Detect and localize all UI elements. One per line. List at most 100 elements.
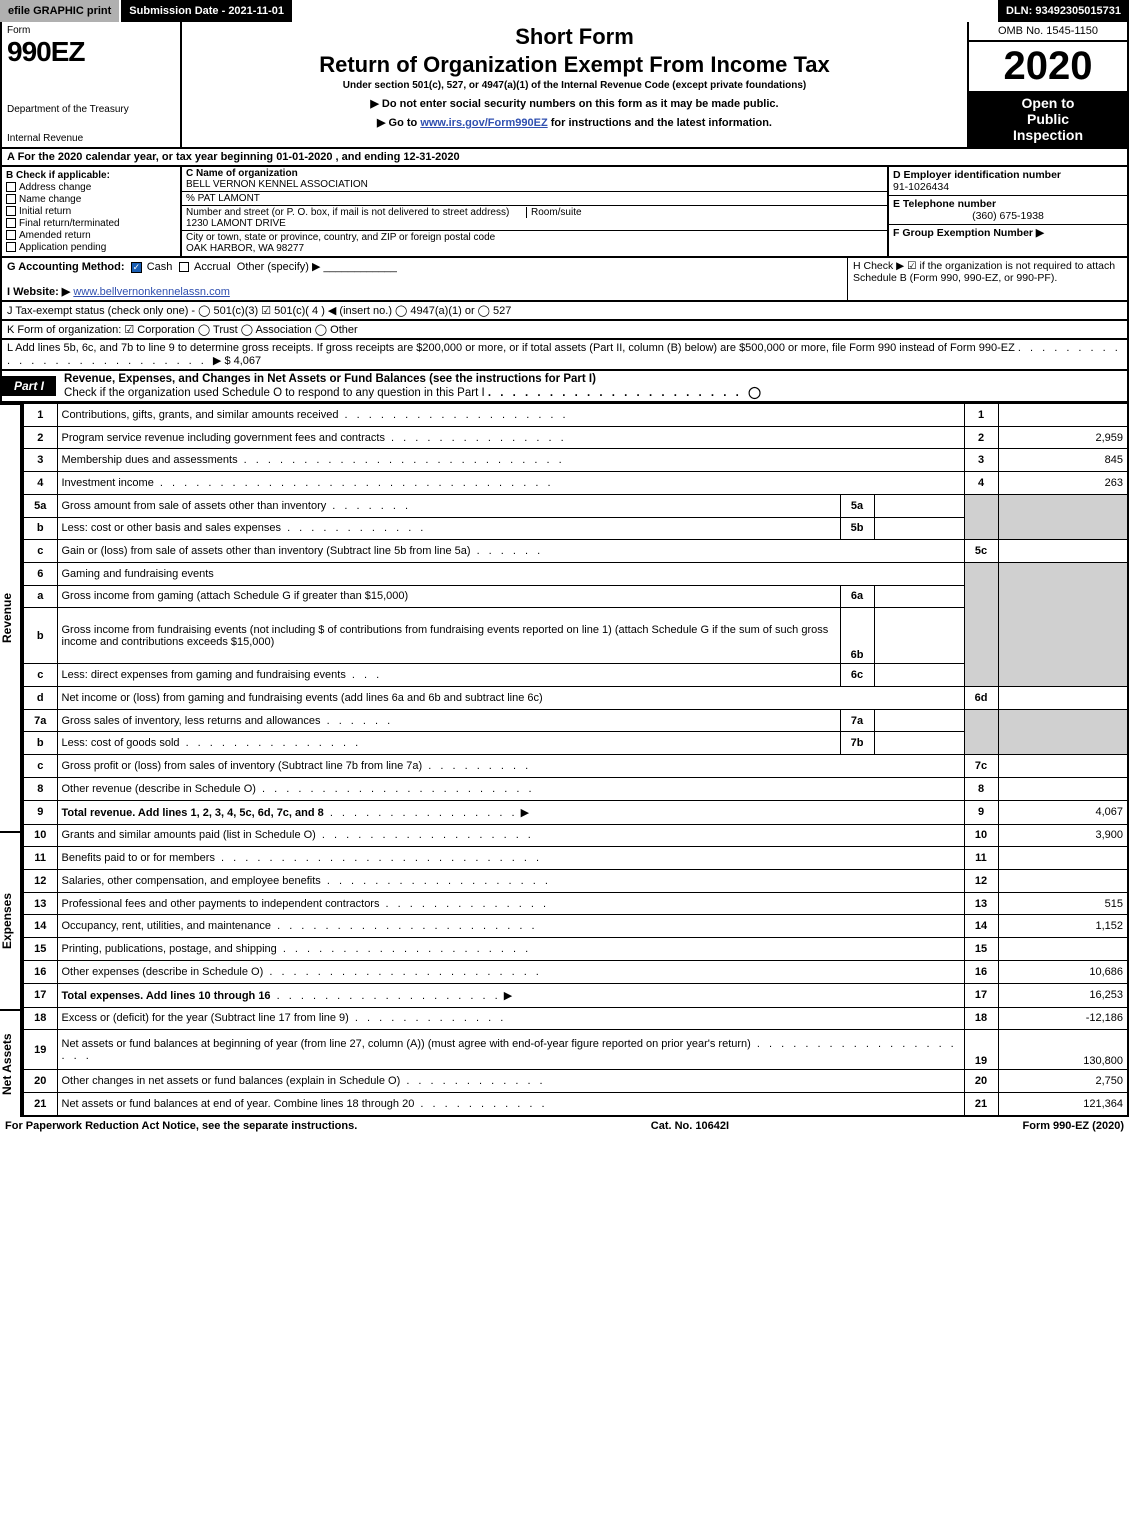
dots: . . . . . . . . . . . . . . . . . . . . … — [488, 387, 748, 399]
open-line2: Public — [971, 111, 1125, 127]
line-text: Net assets or fund balances at end of ye… — [62, 1098, 415, 1110]
mid-ref: 7b — [840, 732, 874, 755]
note2-post: for instructions and the latest informat… — [548, 117, 772, 129]
line-num: 10 — [23, 824, 57, 847]
col-b-title: B Check if applicable: — [6, 170, 176, 181]
line-text: Gross sales of inventory, less returns a… — [62, 715, 321, 727]
mid-ref: 7a — [840, 709, 874, 732]
line-text: Benefits paid to or for members — [62, 852, 215, 864]
row-k-form-org: K Form of organization: ☑ Corporation ◯ … — [0, 321, 1129, 340]
line-text: Less: direct expenses from gaming and fu… — [62, 669, 346, 681]
line-ref: 2 — [964, 426, 998, 449]
note2-pre: ▶ Go to — [377, 117, 420, 129]
line-num: b — [23, 732, 57, 755]
open-line1: Open to — [971, 95, 1125, 111]
line-6b: b Gross income from fundraising events (… — [23, 608, 1128, 664]
part1-check-val[interactable]: ◯ — [748, 387, 761, 399]
line-num: 14 — [23, 915, 57, 938]
efile-label[interactable]: efile GRAPHIC print — [0, 0, 121, 22]
line-num: b — [23, 608, 57, 664]
website-link[interactable]: www.bellvernonkennelassn.com — [73, 286, 230, 298]
topbar-spacer — [294, 0, 998, 22]
line-text: Gaming and fundraising events — [57, 562, 964, 585]
line-1: 1 Contributions, gifts, grants, and simi… — [23, 404, 1128, 427]
g-accrual: Accrual — [194, 261, 231, 273]
part1-title-text: Revenue, Expenses, and Changes in Net As… — [64, 373, 596, 385]
chk-final-return[interactable]: Final return/terminated — [6, 218, 176, 229]
line-num: 11 — [23, 847, 57, 870]
line-amount: 10,686 — [998, 960, 1128, 983]
line-14: 14 Occupancy, rent, utilities, and maint… — [23, 915, 1128, 938]
line-text: Total revenue. Add lines 1, 2, 3, 4, 5c,… — [62, 807, 324, 819]
line-17: 17 Total expenses. Add lines 10 through … — [23, 983, 1128, 1007]
checkbox-icon[interactable] — [179, 262, 189, 272]
tel-value: (360) 675-1938 — [893, 210, 1123, 222]
line-4: 4 Investment income . . . . . . . . . . … — [23, 472, 1128, 495]
line-amount: 2,959 — [998, 426, 1128, 449]
topbar: efile GRAPHIC print Submission Date - 20… — [0, 0, 1129, 22]
ein-label: D Employer identification number — [893, 169, 1061, 181]
chk-initial-return[interactable]: Initial return — [6, 206, 176, 217]
row-a-tax-year: A For the 2020 calendar year, or tax yea… — [0, 149, 1129, 167]
line-amount: 845 — [998, 449, 1128, 472]
line-5c: c Gain or (loss) from sale of assets oth… — [23, 540, 1128, 563]
line-ref: 4 — [964, 472, 998, 495]
checkbox-icon — [6, 182, 16, 192]
line-amount: 1,152 — [998, 915, 1128, 938]
line-amount: 130,800 — [998, 1030, 1128, 1070]
irs-link[interactable]: www.irs.gov/Form990EZ — [420, 117, 547, 129]
ein-value: 91-1026434 — [893, 181, 949, 193]
line-amount: 4,067 — [998, 800, 1128, 824]
line-6: 6 Gaming and fundraising events — [23, 562, 1128, 585]
line-10: 10 Grants and similar amounts paid (list… — [23, 824, 1128, 847]
mid-amount — [874, 517, 964, 540]
header-left: Form 990EZ Department of the Treasury In… — [2, 22, 182, 147]
line-9: 9 Total revenue. Add lines 1, 2, 3, 4, 5… — [23, 800, 1128, 824]
header-right: OMB No. 1545-1150 2020 Open to Public In… — [967, 22, 1127, 147]
city-state-zip: OAK HARBOR, WA 98277 — [186, 243, 304, 254]
omb-number: OMB No. 1545-1150 — [969, 22, 1127, 42]
line-ref: 10 — [964, 824, 998, 847]
city-label: City or town, state or province, country… — [186, 232, 495, 243]
g-label: G Accounting Method: — [7, 261, 125, 273]
line-num: 6 — [23, 562, 57, 585]
line-num: 4 — [23, 472, 57, 495]
checkbox-checked-icon[interactable] — [131, 262, 142, 273]
line-num: 12 — [23, 869, 57, 892]
part1-tab: Part I — [2, 376, 56, 396]
line-text: Program service revenue including govern… — [62, 432, 385, 444]
chk-name-change[interactable]: Name change — [6, 194, 176, 205]
open-line3: Inspection — [971, 127, 1125, 143]
grey-cell — [964, 709, 998, 754]
chk-label: Application pending — [19, 242, 106, 253]
grey-cell — [998, 494, 1128, 539]
chk-application-pending[interactable]: Application pending — [6, 242, 176, 253]
line-text: Gross profit or (loss) from sales of inv… — [62, 760, 423, 772]
line-7b: b Less: cost of goods sold . . . . . . .… — [23, 732, 1128, 755]
room-label: Room/suite — [526, 207, 582, 218]
dln-label: DLN: 93492305015731 — [998, 0, 1129, 22]
header-note-ssn: ▶ Do not enter social security numbers o… — [190, 97, 959, 110]
mid-amount — [874, 585, 964, 608]
line-num: 17 — [23, 983, 57, 1007]
col-c-org-info: C Name of organization BELL VERNON KENNE… — [182, 167, 887, 256]
part1-title: Revenue, Expenses, and Changes in Net As… — [56, 371, 1127, 401]
return-title: Return of Organization Exempt From Incom… — [190, 52, 959, 78]
line-16: 16 Other expenses (describe in Schedule … — [23, 960, 1128, 983]
chk-address-change[interactable]: Address change — [6, 182, 176, 193]
line-ref: 20 — [964, 1070, 998, 1093]
line-num: 18 — [23, 1007, 57, 1030]
line-num: 19 — [23, 1030, 57, 1070]
chk-amended-return[interactable]: Amended return — [6, 230, 176, 241]
line-7a: 7a Gross sales of inventory, less return… — [23, 709, 1128, 732]
line-text: Gross amount from sale of assets other t… — [62, 500, 327, 512]
line-text: Investment income — [62, 477, 154, 489]
line-ref: 12 — [964, 869, 998, 892]
line-8: 8 Other revenue (describe in Schedule O)… — [23, 777, 1128, 800]
group-exemption-label: F Group Exemption Number ▶ — [893, 227, 1044, 239]
line-2: 2 Program service revenue including gove… — [23, 426, 1128, 449]
line-amount: 2,750 — [998, 1070, 1128, 1093]
line-ref: 3 — [964, 449, 998, 472]
row-l-gross-receipts: L Add lines 5b, 6c, and 7b to line 9 to … — [0, 340, 1129, 371]
line-amount: 3,900 — [998, 824, 1128, 847]
